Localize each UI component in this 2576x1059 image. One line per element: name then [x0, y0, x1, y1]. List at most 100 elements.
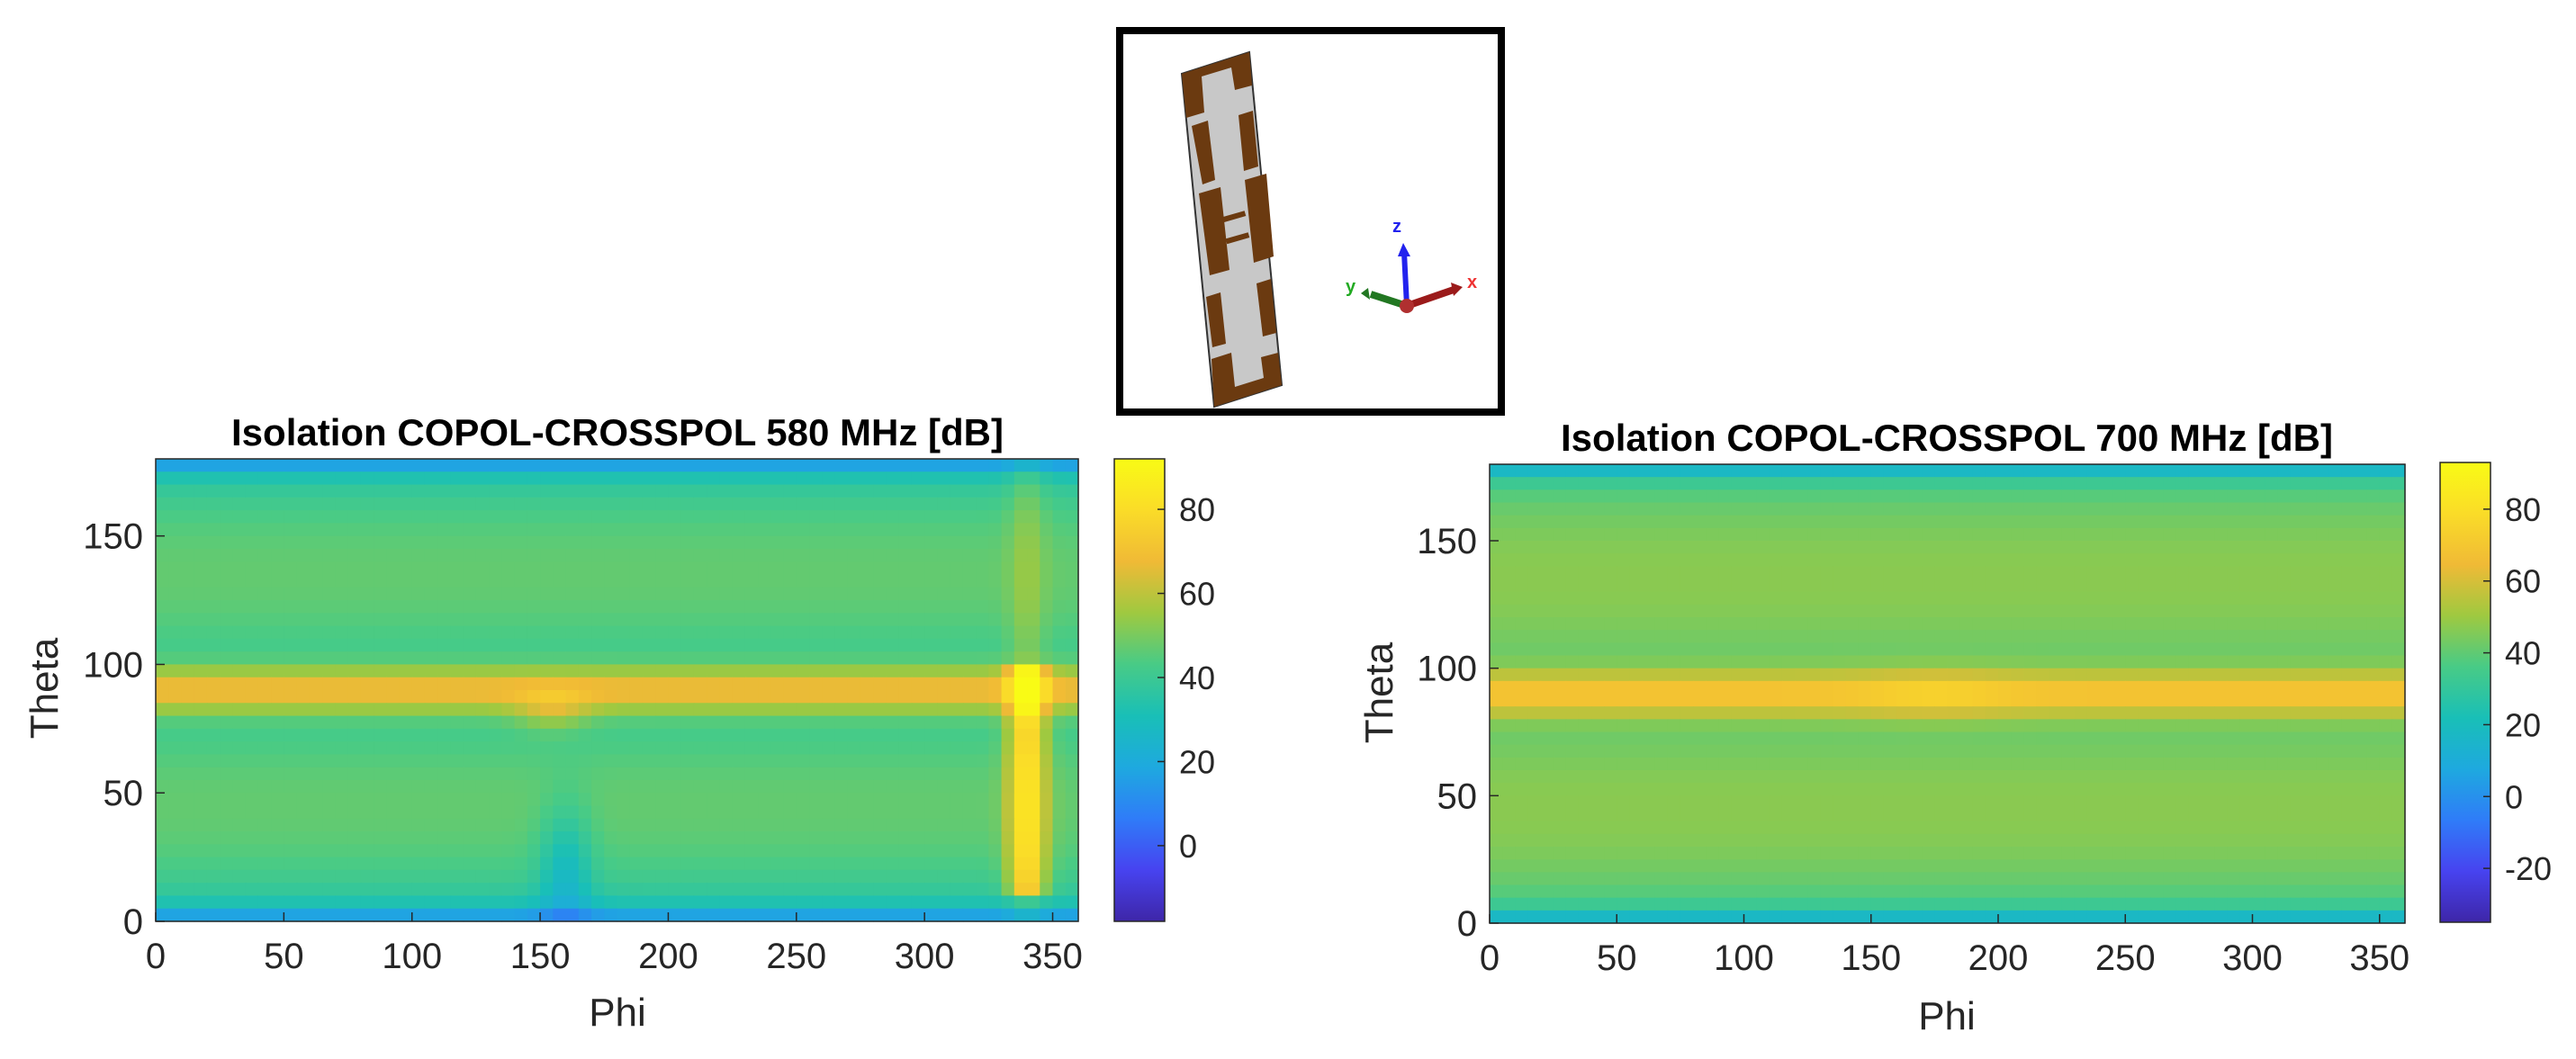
heatmap-cell [527, 741, 541, 755]
heatmap-cell [732, 857, 746, 871]
heatmap-cell [707, 793, 720, 807]
heatmap-cell [1883, 604, 1897, 618]
heatmap-cell [860, 574, 874, 588]
heatmap-cell [2175, 541, 2190, 554]
heatmap-cell [565, 548, 580, 562]
heatmap-cell [1553, 833, 1567, 848]
heatmap-cell [257, 895, 272, 910]
heatmap-cell [257, 561, 272, 576]
heatmap-cell [1743, 706, 1758, 720]
heatmap-cell [719, 625, 734, 640]
heatmap-cell [514, 908, 528, 922]
heatmap-cell [1065, 613, 1079, 627]
heatmap-cell [2252, 642, 2266, 657]
heatmap-cell [168, 805, 183, 820]
heatmap-cell [1040, 690, 1054, 704]
heatmap-cell [347, 574, 362, 588]
heatmap-cell [758, 587, 771, 601]
heatmap-cell [1617, 783, 1630, 796]
heatmap-cell [770, 857, 785, 871]
heatmap-cell [707, 895, 720, 910]
heatmap-cell [988, 703, 1003, 717]
heatmap-cell [1896, 668, 1910, 682]
heatmap-cell [2227, 694, 2240, 707]
heatmap-cell [1706, 872, 1719, 886]
heatmap-cell [450, 638, 464, 652]
heatmap-cell [1540, 744, 1554, 758]
heatmap-cell [257, 548, 272, 562]
heatmap-cell [2023, 694, 2037, 707]
heatmap-cell [2366, 617, 2381, 631]
heatmap-cell [1718, 680, 1732, 695]
heatmap-cell [1540, 783, 1554, 796]
heatmap-cell [1565, 694, 1580, 707]
heatmap-cell [1680, 502, 1694, 516]
heatmap-cell [360, 523, 374, 537]
heatmap-cell [1820, 502, 1833, 516]
heatmap-cell [693, 857, 707, 871]
heatmap-cell [1680, 757, 1694, 771]
heatmap-cell [1998, 502, 2012, 516]
heatmap-cell [2366, 859, 2381, 873]
heatmap-cell [1769, 680, 1783, 695]
heatmap-cell [578, 510, 592, 524]
antenna-patch-left-mid [1199, 187, 1229, 275]
heatmap-cell [194, 741, 208, 755]
heatmap-cell [2150, 719, 2165, 733]
heatmap-cell [1706, 680, 1719, 695]
heatmap-cell [206, 677, 221, 691]
heatmap-cell [1718, 642, 1732, 657]
heatmap-cell [2125, 464, 2139, 478]
heatmap-cell [988, 561, 1003, 576]
heatmap-cell [1959, 604, 1974, 618]
heatmap-cell [565, 677, 580, 691]
heatmap-cell [1642, 527, 1656, 542]
heatmap-cell [374, 857, 387, 871]
heatmap-cell [2188, 757, 2202, 771]
heatmap-cell [1591, 477, 1605, 490]
heatmap-cell [374, 587, 387, 601]
heatmap-cell [1959, 795, 1974, 810]
heatmap-cell [732, 754, 746, 768]
heatmap-cell [2011, 821, 2024, 835]
heatmap-cell [1845, 527, 1860, 542]
heatmap-cell [2086, 477, 2101, 490]
heatmap-cell [2163, 680, 2177, 695]
heatmap-cell [1998, 591, 2012, 606]
heatmap-cell [565, 703, 580, 717]
heatmap-cell [309, 857, 323, 871]
heatmap-cell [2061, 795, 2076, 810]
heatmap-cell [501, 561, 516, 576]
heatmap-cell [578, 574, 592, 588]
heatmap-cell [360, 754, 374, 768]
heatmap-cell [284, 844, 298, 858]
heatmap-cell [156, 818, 169, 832]
heatmap-cell [924, 523, 939, 537]
heatmap-cell [1807, 731, 1821, 746]
heatmap-cell [2328, 515, 2342, 529]
heatmap-cell [168, 484, 183, 498]
heatmap-cell [2379, 515, 2393, 529]
heatmap-cell [1515, 515, 1528, 529]
heatmap-cell [642, 613, 656, 627]
heatmap-cell [1706, 617, 1719, 631]
heatmap-cell [1578, 833, 1592, 848]
chart-title: Isolation COPOL-CROSSPOL 580 MHz [dB] [231, 411, 1004, 453]
heatmap-cell [1820, 833, 1833, 848]
heatmap-cell [168, 908, 183, 922]
heatmap-cell [245, 613, 259, 627]
heatmap-cell [2175, 579, 2190, 593]
heatmap-cell [732, 471, 746, 486]
heatmap-cell [1591, 502, 1605, 516]
heatmap-cell [591, 728, 605, 742]
heatmap-cell [2328, 489, 2342, 504]
heatmap-cell [1027, 587, 1040, 601]
heatmap-cell [360, 805, 374, 820]
heatmap-cell [1845, 847, 1860, 860]
heatmap-cell [2202, 744, 2215, 758]
heatmap-cell [501, 779, 516, 794]
heatmap-cell [873, 690, 887, 704]
heatmap-cell [232, 523, 247, 537]
heatmap-cell [911, 883, 925, 897]
heatmap-cell [1565, 617, 1580, 631]
